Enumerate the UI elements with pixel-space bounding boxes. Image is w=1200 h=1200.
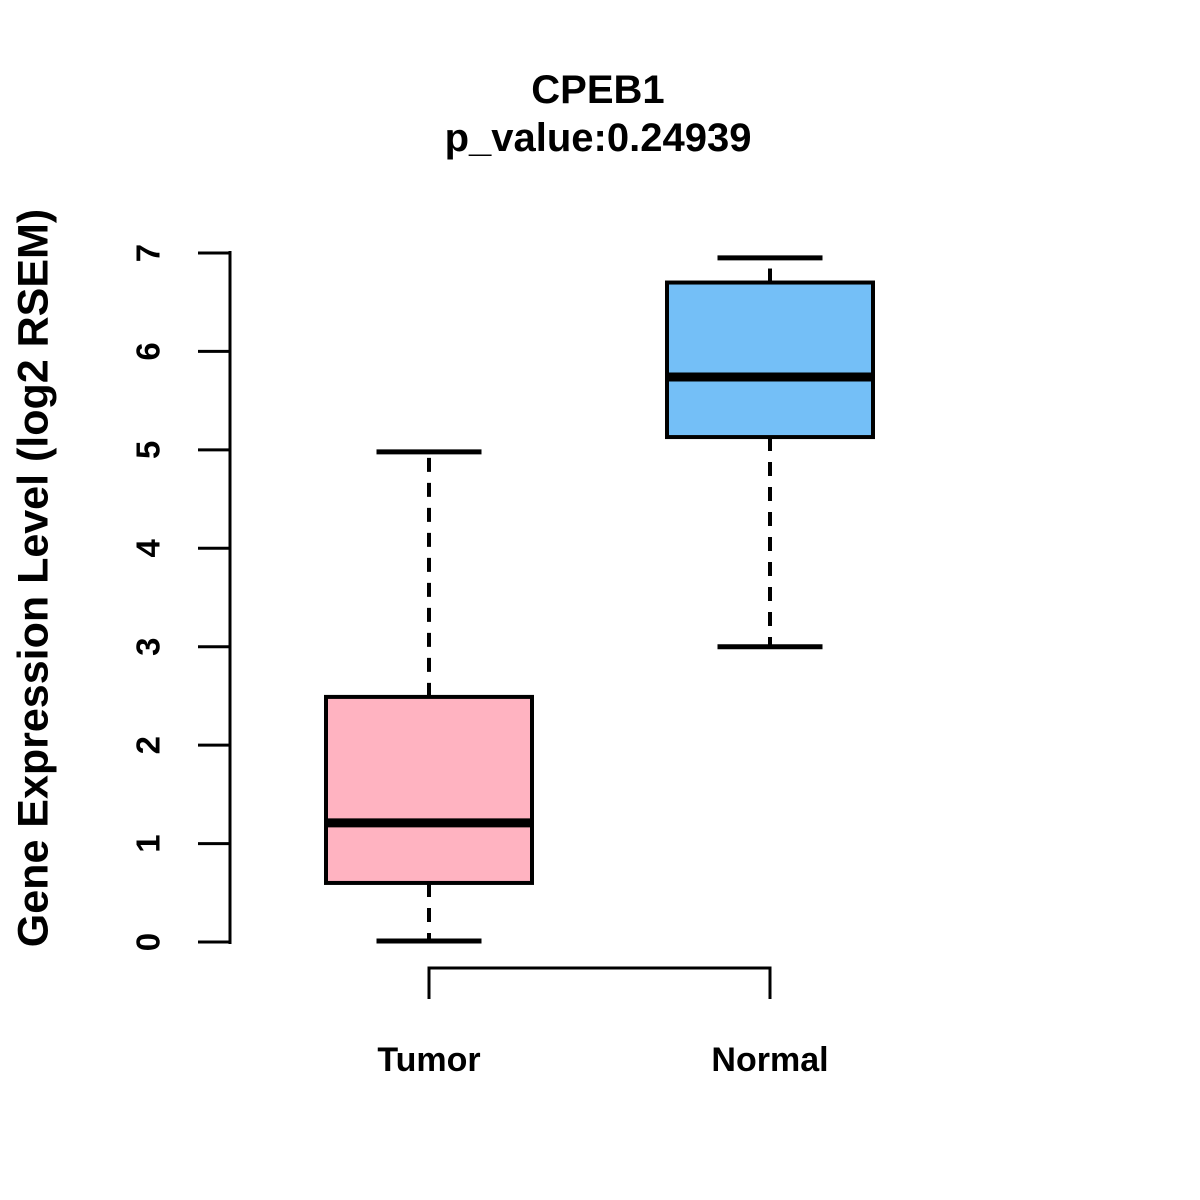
y-tick-label: 1 — [130, 834, 167, 852]
chart-subtitle-pvalue: p_value:0.24939 — [444, 116, 752, 160]
normal-box — [665, 280, 875, 440]
y-tick-label: 5 — [130, 441, 167, 459]
y-tick-label: 7 — [130, 244, 167, 262]
y-tick-label: 2 — [130, 736, 167, 754]
x-axis-bracket — [427, 966, 772, 999]
y-tick-label: 0 — [130, 933, 167, 951]
y-tick-label: 3 — [130, 638, 167, 656]
x-category-label-normal: Normal — [711, 1041, 828, 1079]
chart-title-block: CPEB1 p_value:0.24939 — [445, 66, 752, 162]
x-category-label-tumor: Tumor — [377, 1041, 480, 1079]
tumor-box — [324, 694, 534, 885]
y-tick-label: 6 — [130, 342, 167, 360]
y-tick-label: 4 — [130, 538, 167, 557]
chart-title: CPEB1 — [531, 68, 665, 112]
